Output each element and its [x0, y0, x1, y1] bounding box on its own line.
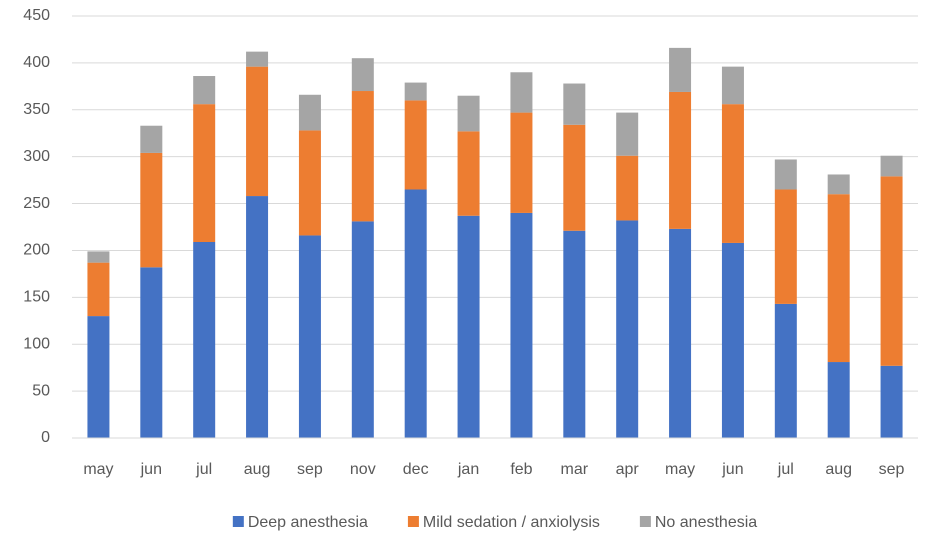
legend-label: Mild sedation / anxiolysis [423, 514, 600, 531]
bar-segment [510, 72, 533, 113]
bar-segment [774, 303, 797, 438]
y-tick-label: 350 [23, 101, 50, 118]
bar-segment [563, 230, 586, 438]
bar-segment [827, 174, 850, 195]
y-tick-label: 200 [23, 242, 50, 259]
x-tick-label: jul [777, 461, 794, 478]
legend-swatch [639, 516, 651, 527]
bar-segment [193, 104, 216, 243]
y-tick-label: 150 [23, 289, 50, 306]
bar-segment [246, 51, 269, 67]
bar-segment [246, 196, 269, 438]
bar-segment [563, 124, 586, 231]
bar-segment [298, 235, 321, 438]
bar-segment [880, 155, 903, 177]
bar-segment [298, 130, 321, 236]
bar-segment [774, 159, 797, 190]
bar-segment [880, 365, 903, 438]
x-tick-label: sep [879, 461, 905, 478]
bar-segment [351, 221, 374, 438]
bar-segment [457, 131, 480, 216]
legend-swatch [407, 516, 419, 527]
bar-segment [721, 104, 744, 243]
bar-segment [140, 152, 163, 268]
y-tick-label: 100 [23, 335, 50, 352]
x-tick-label: jun [140, 461, 162, 478]
bar-segment [669, 91, 692, 229]
x-tick-label: jul [195, 461, 212, 478]
x-tick-label: apr [616, 461, 640, 478]
bar-segment [298, 94, 321, 131]
x-tick-label: dec [403, 461, 429, 478]
bar-segment [404, 100, 427, 190]
bar-segment [880, 176, 903, 366]
bar-segment [510, 212, 533, 438]
y-tick-label: 450 [23, 7, 50, 24]
x-tick-label: aug [825, 461, 852, 478]
bar-segment [457, 95, 480, 132]
bar-segment [669, 228, 692, 438]
bar-segment [774, 189, 797, 304]
bar-segment [669, 47, 692, 92]
legend-swatch [232, 516, 244, 527]
bar-segment [721, 242, 744, 438]
bar-segment [616, 112, 639, 156]
bar-segment [140, 267, 163, 438]
x-tick-label: jun [721, 461, 743, 478]
bar-segment [87, 316, 110, 438]
bar-segment [87, 262, 110, 317]
bar-segment [721, 66, 744, 105]
bar-segment [351, 58, 374, 92]
bar-segment [140, 125, 163, 153]
y-tick-label: 300 [23, 148, 50, 165]
bar-segment [193, 76, 216, 105]
x-tick-label: jan [457, 461, 479, 478]
bar-segment [616, 220, 639, 438]
x-tick-label: may [83, 461, 113, 478]
bar-segment [87, 251, 110, 263]
x-tick-label: sep [297, 461, 323, 478]
bar-segment [404, 82, 427, 101]
legend-label: No anesthesia [655, 514, 757, 531]
x-tick-label: feb [510, 461, 532, 478]
x-tick-label: may [665, 461, 695, 478]
y-tick-label: 50 [32, 382, 50, 399]
bar-segment [246, 66, 269, 197]
y-tick-label: 0 [41, 429, 50, 446]
legend-label: Deep anesthesia [248, 514, 368, 531]
x-tick-label: aug [244, 461, 271, 478]
y-tick-label: 250 [23, 195, 50, 212]
bar-segment [457, 215, 480, 438]
bar-segment [827, 362, 850, 438]
bar-segment [827, 194, 850, 363]
bar-segment [193, 242, 216, 438]
x-tick-label: mar [561, 461, 589, 478]
bar-segment [616, 155, 639, 221]
x-tick-label: nov [350, 461, 376, 478]
bar-segment [351, 91, 374, 222]
bar-segment [563, 83, 586, 125]
bar-segment [510, 112, 533, 213]
bar-segment [404, 189, 427, 438]
y-tick-label: 400 [23, 54, 50, 71]
